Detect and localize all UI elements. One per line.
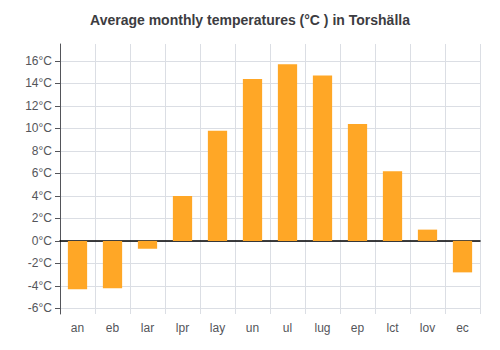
svg-text:6°C: 6°C	[32, 166, 52, 180]
svg-text:lug: lug	[314, 321, 330, 335]
svg-text:ep: ep	[351, 321, 365, 335]
svg-text:-2°C: -2°C	[28, 256, 52, 270]
svg-text:lpr: lpr	[176, 321, 189, 335]
svg-text:Average monthly temperatures (: Average monthly temperatures (°C ) in To…	[90, 12, 410, 28]
svg-text:12°C: 12°C	[25, 99, 52, 113]
svg-text:10°C: 10°C	[25, 121, 52, 135]
svg-text:lct: lct	[387, 321, 400, 335]
svg-text:lov: lov	[420, 321, 435, 335]
svg-text:2°C: 2°C	[32, 211, 52, 225]
svg-text:an: an	[71, 321, 84, 335]
svg-text:0°C: 0°C	[32, 234, 52, 248]
svg-text:-4°C: -4°C	[28, 279, 52, 293]
svg-text:4°C: 4°C	[32, 189, 52, 203]
svg-text:-6°C: -6°C	[28, 301, 52, 315]
svg-text:ec: ec	[456, 321, 469, 335]
svg-text:un: un	[246, 321, 259, 335]
svg-text:14°C: 14°C	[25, 76, 52, 90]
svg-text:lay: lay	[210, 321, 225, 335]
svg-text:ul: ul	[283, 321, 292, 335]
svg-text:16°C: 16°C	[25, 54, 52, 68]
svg-text:eb: eb	[106, 321, 120, 335]
svg-text:lar: lar	[141, 321, 154, 335]
svg-text:8°C: 8°C	[32, 144, 52, 158]
